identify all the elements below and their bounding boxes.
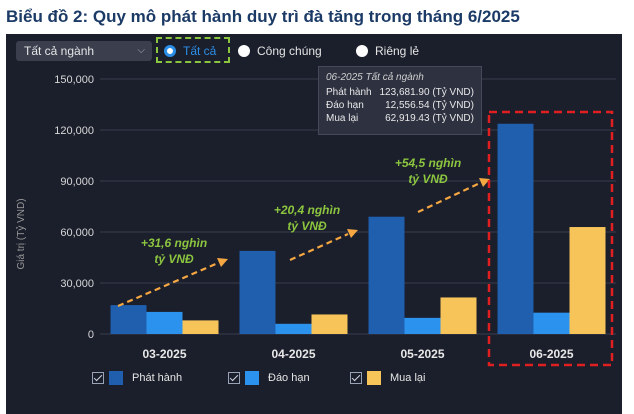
bar-maturity[interactable]: [533, 312, 570, 334]
bar-buyback[interactable]: [311, 314, 348, 334]
legend-item-buyback[interactable]: Mua lại: [350, 371, 425, 385]
radio-unselected-icon: [238, 45, 250, 57]
legend-swatch: [367, 371, 381, 385]
radio-public-label: Công chúng: [257, 44, 322, 58]
checkbox-icon[interactable]: [350, 372, 362, 384]
tooltip-row-value: 12,556.54 (Tỷ VND): [385, 100, 474, 111]
checkbox-icon[interactable]: [228, 372, 240, 384]
bar-buyback[interactable]: [182, 320, 219, 334]
y-tick-label: 150,000: [54, 74, 94, 86]
y-tick-label: 120,000: [54, 125, 94, 137]
x-tick-label: 04-2025: [271, 347, 315, 361]
legend-label: Phát hành: [132, 372, 183, 384]
tooltip-row-label: Mua lại: [326, 113, 359, 124]
x-tick-label: 06-2025: [529, 347, 573, 361]
annotation-growth-may: +20,4 nghìn tỷ VNĐ: [273, 203, 341, 233]
radio-unselected-icon: [356, 45, 368, 57]
bar-buyback[interactable]: [440, 297, 477, 334]
tooltip-row-label: Phát hành: [326, 87, 372, 98]
legend-swatch: [109, 371, 123, 385]
y-tick-label: 30,000: [60, 278, 94, 290]
x-tick-label: 05-2025: [400, 347, 444, 361]
y-axis-label: Giá trị (Tỷ VND): [15, 198, 27, 269]
bar-chart: 0 30,000 60,000 90,000 120,000 150,000 03-202…: [15, 74, 616, 367]
annotation-growth-jun: +54,5 nghìn tỷ VNĐ: [394, 156, 462, 186]
checkbox-icon[interactable]: [92, 372, 104, 384]
radio-private-label: Riêng lẻ: [375, 44, 420, 58]
legend-swatch: [245, 371, 259, 385]
tooltip-title: 06-2025 Tất cả ngành: [326, 72, 424, 83]
bar-issuance[interactable]: [110, 305, 147, 334]
bar-maturity[interactable]: [275, 323, 312, 334]
tooltip-row-value: 62,919.43 (Tỷ VND): [385, 113, 474, 124]
bar-maturity[interactable]: [404, 317, 441, 334]
tooltip-row-value: 123,681.90 (Tỷ VND): [379, 87, 475, 98]
y-tick-label: 0: [88, 329, 94, 341]
trend-arrows: [117, 178, 490, 308]
radio-all-label: Tất cả: [183, 44, 217, 58]
y-tick-label: 60,000: [60, 227, 94, 239]
radio-public[interactable]: Công chúng: [238, 41, 322, 61]
radio-all[interactable]: Tất cả: [164, 41, 216, 61]
tooltip: 06-2025 Tất cả ngành Phát hành 123,681.9…: [318, 66, 482, 135]
tooltip-row: Đáo hạn 12,556.54 (Tỷ VND): [326, 99, 474, 112]
chart-panel: Tất cả ngành ⌵ Tất cả Công chúng Riêng l…: [6, 34, 622, 414]
tooltip-row: Mua lại 62,919.43 (Tỷ VND): [326, 112, 474, 125]
legend-item-issuance[interactable]: Phát hành: [92, 371, 182, 385]
page-title: Biểu đồ 2: Quy mô phát hành duy trì đà t…: [6, 7, 520, 26]
legend-label: Đáo hạn: [268, 372, 310, 384]
radio-selected-icon: [164, 45, 176, 57]
bar-maturity[interactable]: [146, 311, 183, 334]
annotation-growth-apr: +31,6 nghìn tỷ VNĐ: [140, 236, 208, 266]
x-tick-label: 03-2025: [142, 347, 186, 361]
bar-issuance[interactable]: [497, 123, 534, 334]
tooltip-row-label: Đáo hạn: [326, 100, 364, 111]
bar-issuance[interactable]: [368, 216, 405, 334]
highlight-box-radio: [156, 37, 230, 63]
bar-buyback[interactable]: [569, 227, 606, 334]
highlight-box-june: [487, 110, 614, 367]
radio-private[interactable]: Riêng lẻ: [356, 41, 419, 61]
bar-issuance[interactable]: [239, 250, 276, 334]
legend-label: Mua lại: [390, 372, 426, 384]
segment-select[interactable]: Tất cả ngành ⌵: [16, 41, 152, 61]
tooltip-row: Phát hành 123,681.90 (Tỷ VND): [326, 86, 474, 99]
legend-item-maturity[interactable]: Đáo hạn: [228, 371, 310, 385]
chevron-down-icon: ⌵: [137, 45, 145, 56]
segment-select-value: Tất cả ngành: [24, 44, 95, 58]
y-tick-label: 90,000: [60, 176, 94, 188]
